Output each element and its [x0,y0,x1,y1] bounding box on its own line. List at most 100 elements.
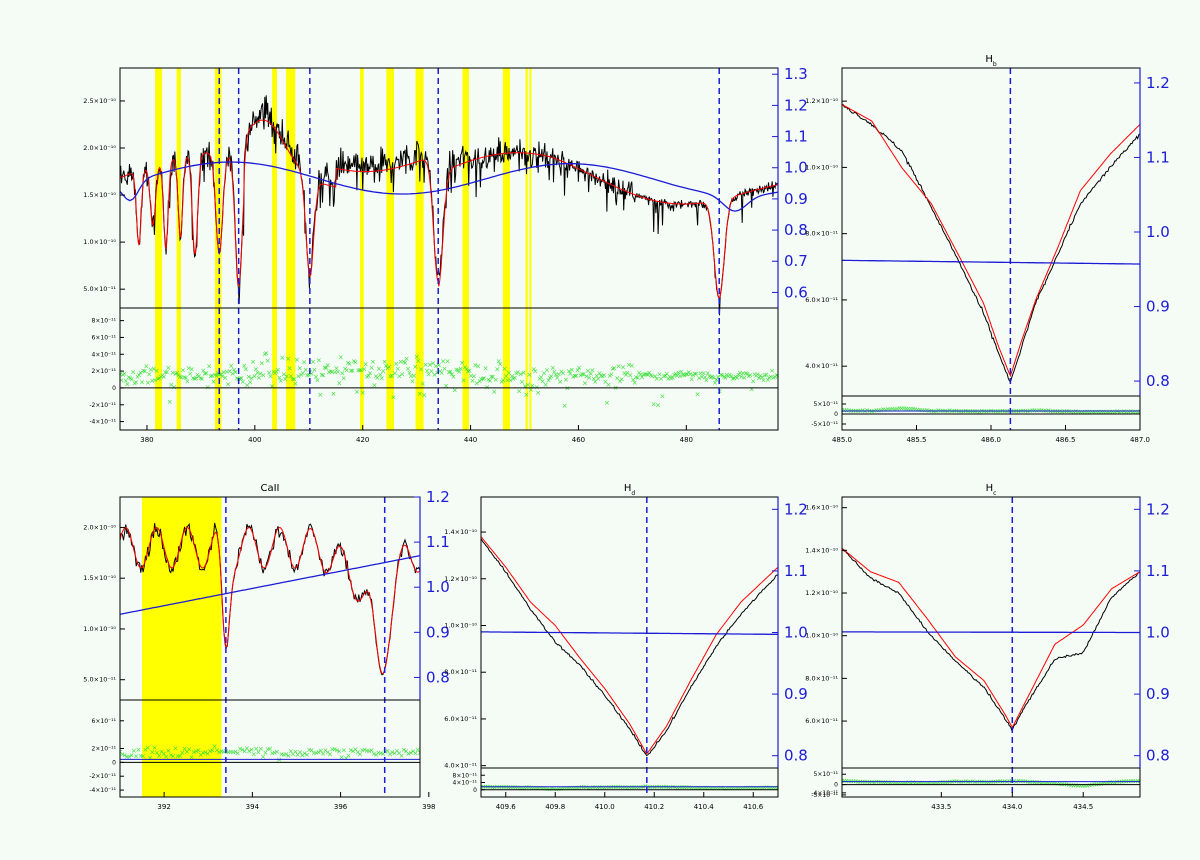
residual-point: × [1112,408,1118,416]
residual-point: × [600,372,606,380]
residual-point: × [174,369,180,377]
residual-point: × [576,784,582,792]
residual-point: × [629,362,635,370]
y-tick-label: 6.0×10⁻¹¹ [444,715,477,723]
residual-point: × [1103,408,1109,416]
residual-point: × [633,373,639,381]
residual-point: × [719,371,725,379]
residual-point: × [889,779,895,787]
residual-point: × [892,405,898,413]
residual-point: × [446,369,452,377]
residual-point: × [658,375,664,383]
resid-tick-label: 0 [112,385,116,392]
residual-point: × [121,370,127,378]
residual-point: × [202,370,208,378]
residual-point: × [935,779,941,787]
residual-point: × [501,784,507,792]
residual-point: × [599,784,605,792]
residual-point: × [240,378,246,386]
residual-point: × [267,745,273,753]
residual-point: × [378,749,384,757]
residual-point: × [376,749,382,757]
residual-point: × [885,779,891,787]
y2-tick-label: 1.2 [1146,74,1170,92]
y2-tick-label: 0.9 [784,685,808,703]
x-tick-label: 485.5 [906,436,926,444]
residual-point: × [967,778,973,786]
masked-region [462,68,469,430]
resid-tick-label: 2×10⁻¹¹ [92,368,117,375]
residual-point: × [743,370,749,378]
residual-point: × [1082,782,1088,790]
residual-point: × [711,784,717,792]
residual-point: × [608,784,614,792]
residual-point: × [212,742,218,750]
residual-point: × [531,366,537,374]
resid-tick-label: 0 [473,787,477,794]
y-tick-label: 1.5×10⁻¹⁰ [83,574,116,582]
residual-point: × [1105,779,1111,787]
residual-point: × [411,372,417,380]
residual-point: × [739,784,745,792]
residual-point: × [507,377,513,385]
y-tick-label: 1.0×10⁻¹⁰ [805,163,838,171]
residual-point: × [311,750,317,758]
model-spectrum [481,536,778,755]
y-tick-label: 1.0×10⁻¹⁰ [444,621,477,629]
y2-tick-label: 0.9 [784,190,808,208]
residual-point: × [159,748,165,756]
residual-point: × [567,784,573,792]
residual-point: × [287,364,293,372]
residual-point: × [238,375,244,383]
residual-point: × [496,357,502,365]
residual-point: × [629,784,635,792]
residual-point: × [917,779,923,787]
residual-point: × [1135,777,1141,785]
residual-point: × [1132,408,1138,416]
residual-point: × [426,371,432,379]
residual-point: × [226,748,232,756]
residual-point: × [592,784,598,792]
continuum-curve [120,161,778,212]
residual-point: × [716,785,722,793]
residual-point: × [332,368,338,376]
residual-point: × [352,359,358,367]
residual-point: × [184,378,190,386]
resid-tick-label: -2×10⁻¹¹ [89,402,116,409]
residual-point: × [163,753,169,761]
residual-point: × [703,376,709,384]
residual-point: × [401,358,407,366]
residual-point: × [687,370,693,378]
residual-point: × [392,750,398,758]
residual-point: × [1123,408,1129,416]
residual-point: × [535,389,541,397]
residual-point: × [572,372,578,380]
residual-point: × [420,380,426,388]
residual-point: × [631,783,637,791]
residual-point: × [408,749,414,757]
residual-point: × [517,784,523,792]
residual-point: × [581,783,587,791]
residual-point: × [679,784,685,792]
y-tick-label: 2.0×10⁻¹⁰ [83,523,116,531]
residual-point: × [607,372,613,380]
residual-point: × [222,374,228,382]
residual-point: × [1025,408,1031,416]
residual-point: × [1110,408,1116,416]
residual-point: × [338,353,344,361]
residual-point: × [294,356,300,364]
residual-point: × [1126,408,1132,416]
residual-point: × [1137,408,1143,416]
residual-point: × [474,380,480,388]
residual-point: × [424,367,430,375]
model-spectrum [842,547,1140,728]
residual-point: × [956,408,962,416]
residual-point: × [350,367,356,375]
residual-point: × [880,406,886,414]
residual-point: × [704,784,710,792]
residual-point: × [899,779,905,787]
residual-point: × [239,746,245,754]
residual-point: × [380,750,386,758]
residual-point: × [547,374,553,382]
residual-point: × [154,749,160,757]
